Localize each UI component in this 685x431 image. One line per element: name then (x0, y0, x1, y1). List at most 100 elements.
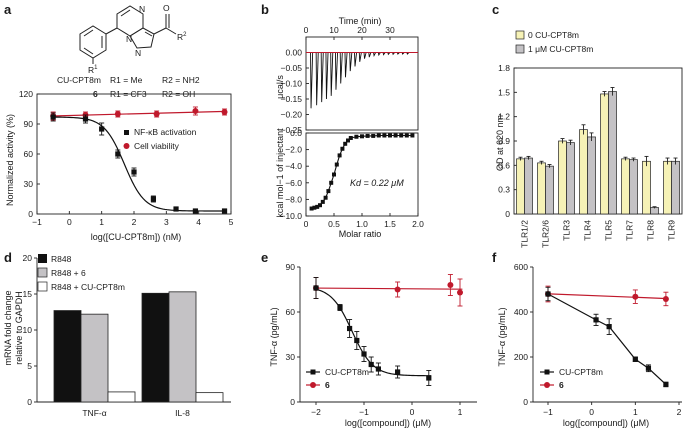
panel-c-ylabel: OD at 620 nm (495, 115, 505, 171)
c-category-label-6: TLR8 (646, 220, 656, 241)
a-nfkb-point-0 (50, 114, 56, 120)
b-isotherm-point-16 (360, 134, 364, 139)
e-ytick-label-0: 0 (290, 397, 295, 407)
a-nfkb-point-4 (131, 169, 137, 175)
f-cucpt8m-point-0 (545, 291, 551, 297)
f-xtick-label-3: 2 (677, 407, 682, 417)
f-compound6-point-1 (632, 293, 639, 300)
b-isotherm-point-13 (346, 138, 350, 143)
panel-b-top-title: Time (min) (339, 16, 382, 26)
svg-text:R1: R1 (88, 65, 98, 75)
legend-r848-6-swatch (37, 267, 48, 278)
panel-b-xlabel: Molar ratio (339, 229, 382, 239)
c-category-label-4: TLR5 (604, 220, 614, 241)
b-upper-ytick-label-2: −0.10 (280, 79, 302, 89)
panel-d-chart: 0 5 10 15 20 TNF-α IL-8 (23, 253, 231, 418)
c-ytick-label-4: 1.2 (498, 112, 510, 122)
e-cucpt8m-point-3 (354, 337, 360, 344)
legend-0-cucpt8m-label: 0 CU-CPT8m (528, 30, 579, 40)
e-cucpt8m-point-6 (375, 366, 381, 372)
a-ytick-label-0: 0 (28, 209, 33, 219)
svg-text:R2: R2 (177, 32, 187, 42)
c-category-label-1: TLR2/6 (541, 220, 551, 248)
legend-1um-cucpt8m-label: 1 μM CU-CPT8m (528, 44, 593, 54)
a-xtick-label-6: 5 (229, 217, 234, 227)
f-compound6-fit (545, 293, 669, 300)
legend-e-cucpt8m-label: CU-CPT8m (325, 367, 369, 377)
b-isotherm-point-18 (371, 133, 376, 138)
c-ytick-label-6: 1.8 (498, 63, 510, 73)
r2-superscript: 2 (183, 32, 187, 38)
b-isotherm-point-17 (365, 133, 370, 138)
c-bar-4-0 (600, 93, 609, 215)
b-isotherm-point-19 (376, 133, 381, 138)
d-category-label-0: TNF-α (82, 408, 106, 418)
d-bar-0-1 (80, 313, 109, 403)
panel-d-ylabel-line2: relative to GAPDH (14, 291, 24, 365)
cucpt8m-r2: R2 = NH2 (162, 75, 200, 85)
b-lower-xtick-label-3: 1.5 (384, 219, 396, 229)
e-cucpt8m-point-1 (337, 304, 343, 311)
legend-viability-label: Cell viability (134, 141, 180, 151)
b-lower-ytick-label-5: −10.0 (280, 211, 302, 221)
d-ytick-label-2: 10 (23, 325, 33, 335)
panel-b-kd: Kd = 0.22 μM (350, 178, 404, 188)
b-isotherm-point-1 (312, 205, 317, 210)
c-category-label-3: TLR4 (583, 220, 593, 241)
panel-letter-c: c (492, 2, 499, 17)
panel-a-xlabel: log([CU-CPT8m]) (nM) (91, 232, 182, 242)
e-xtick-label-0: −2 (311, 407, 321, 417)
n-atom-bridge: N (126, 34, 132, 44)
legend-f-6-marker (544, 382, 550, 388)
c-bar-6-1 (650, 207, 659, 215)
legend-f-cucpt8m-marker (544, 369, 550, 375)
b-upper-ytick-label-4: −0.20 (280, 110, 302, 120)
b-isotherm-point-8 (332, 172, 336, 177)
e-compound6-point-3 (457, 289, 463, 296)
panel-f-legend: CU-CPT8m 6 (540, 367, 603, 390)
a-viability-point-4 (192, 108, 199, 114)
panel-e-xlabel: log([compound]) (μM) (345, 418, 431, 428)
b-isotherm-point-15 (354, 134, 359, 139)
b-lower-xtick-label-2: 1.0 (356, 219, 368, 229)
b-upper-ytick-label-5: −0.25 (280, 125, 302, 135)
panel-e-legend: CU-CPT8m 6 (306, 367, 369, 390)
f-cucpt8m-point-3 (632, 356, 638, 362)
b-isotherm-point-5 (323, 195, 328, 200)
e-cucpt8m-point-0 (313, 285, 319, 291)
a-nfkb-point-3 (115, 151, 121, 157)
a-viability-point-3 (153, 111, 160, 117)
d-bar-0-2 (107, 391, 136, 403)
n-atom-pyrazole: N (135, 48, 141, 58)
b-isotherm-point-6 (326, 189, 331, 194)
a-viability-point-2 (114, 111, 121, 117)
panel-letter-a: a (4, 2, 12, 17)
a-nfkb-point-2 (99, 126, 105, 132)
b-isotherm-point-2 (315, 204, 320, 209)
r1-superscript: 1 (94, 65, 98, 71)
panel-letter-e: e (261, 250, 268, 265)
b-lower-xtick-label-4: 2.0 (412, 219, 424, 229)
b-isotherm-point-22 (393, 133, 398, 138)
legend-e-6-marker (310, 382, 316, 388)
legend-e-cucpt8m-marker (310, 369, 316, 375)
b-lower-ytick-label-4: −8.0 (285, 194, 302, 204)
a-xtick-label-2: 1 (99, 217, 104, 227)
c-bar-7-0 (663, 160, 672, 215)
d-category-label-1: IL-8 (175, 408, 190, 418)
carbonyl-o: O (163, 3, 170, 13)
b-upper-ytick-label-3: −0.15 (280, 94, 302, 104)
c-ytick-label-1: 0.3 (498, 185, 510, 195)
c-ytick-label-2: 0.6 (498, 160, 510, 170)
b-isotherm-point-0 (309, 206, 314, 211)
legend-nfkb-label: NF-κB activation (134, 127, 197, 137)
b-isotherm-point-25 (410, 133, 415, 138)
panel-b-chart: 0 10 20 30 0.00 −0.05 −0.10 −0.15 −0.20 −0.25 0 0.5… (280, 25, 424, 229)
e-ytick-label-3: 90 (286, 262, 296, 272)
e-cucpt8m-point-4 (361, 351, 367, 357)
c-bar-0-1 (524, 157, 533, 215)
a-ytick-label-3: 90 (24, 119, 34, 129)
c-bar-0-0 (516, 158, 525, 215)
legend-viability-marker (123, 143, 130, 149)
b-isotherm-point-14 (348, 135, 353, 140)
